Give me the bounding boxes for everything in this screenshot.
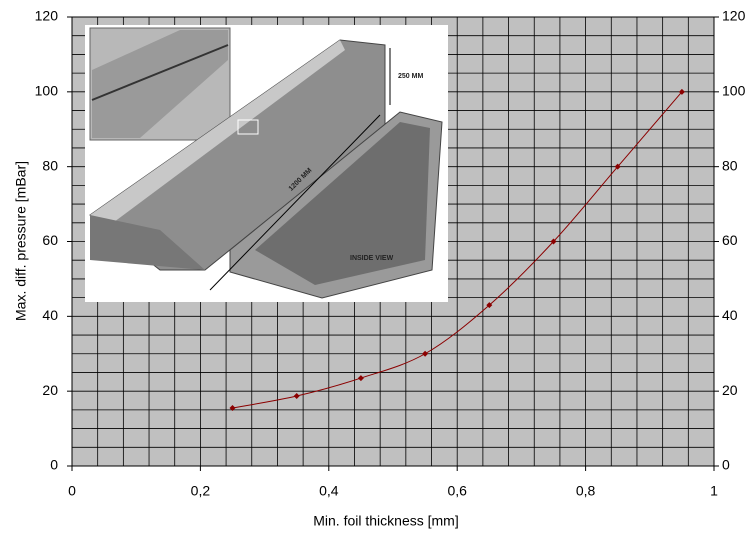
y2-tick-label: 80 [722, 157, 738, 173]
y2-tick-label: 120 [722, 8, 746, 24]
y-tick-label: 100 [35, 83, 59, 99]
y-tick-label: 80 [42, 157, 58, 173]
annotation: INSIDE VIEW [350, 255, 394, 262]
y2-tick-label: 40 [722, 307, 738, 323]
x-tick-label: 1 [710, 483, 718, 499]
x-tick-label: 0,4 [319, 483, 339, 499]
x-tick-label: 0,8 [576, 483, 596, 499]
y2-tick-label: 60 [722, 232, 738, 248]
y-tick-label: 0 [50, 457, 58, 473]
x-tick-label: 0,6 [447, 483, 467, 499]
y-tick-label: 60 [42, 232, 58, 248]
x-tick-label: 0,2 [191, 483, 211, 499]
y-tick-label: 20 [42, 382, 58, 398]
x-axis-label: Min. foil thickness [mm] [313, 513, 458, 529]
y2-tick-label: 0 [722, 457, 730, 473]
y-tick-label: 120 [35, 8, 59, 24]
chart: 250 MM 1200 MM INSIDE VIEW Min. foil thi… [0, 0, 750, 535]
y2-tick-label: 100 [722, 83, 746, 99]
y-tick-label: 40 [42, 307, 58, 323]
y2-tick-label: 20 [722, 382, 738, 398]
inset-image: 250 MM 1200 MM INSIDE VIEW [85, 25, 448, 302]
x-tick-label: 0 [68, 483, 76, 499]
y-axis-label: Max. diff. pressure [mBar] [13, 161, 29, 321]
annotation: 250 MM [398, 73, 423, 80]
